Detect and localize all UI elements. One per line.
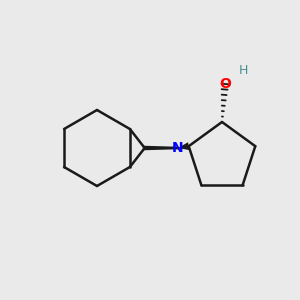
Polygon shape <box>178 142 189 150</box>
Text: O: O <box>219 77 231 91</box>
Text: H: H <box>238 64 248 76</box>
Text: N: N <box>172 141 184 155</box>
